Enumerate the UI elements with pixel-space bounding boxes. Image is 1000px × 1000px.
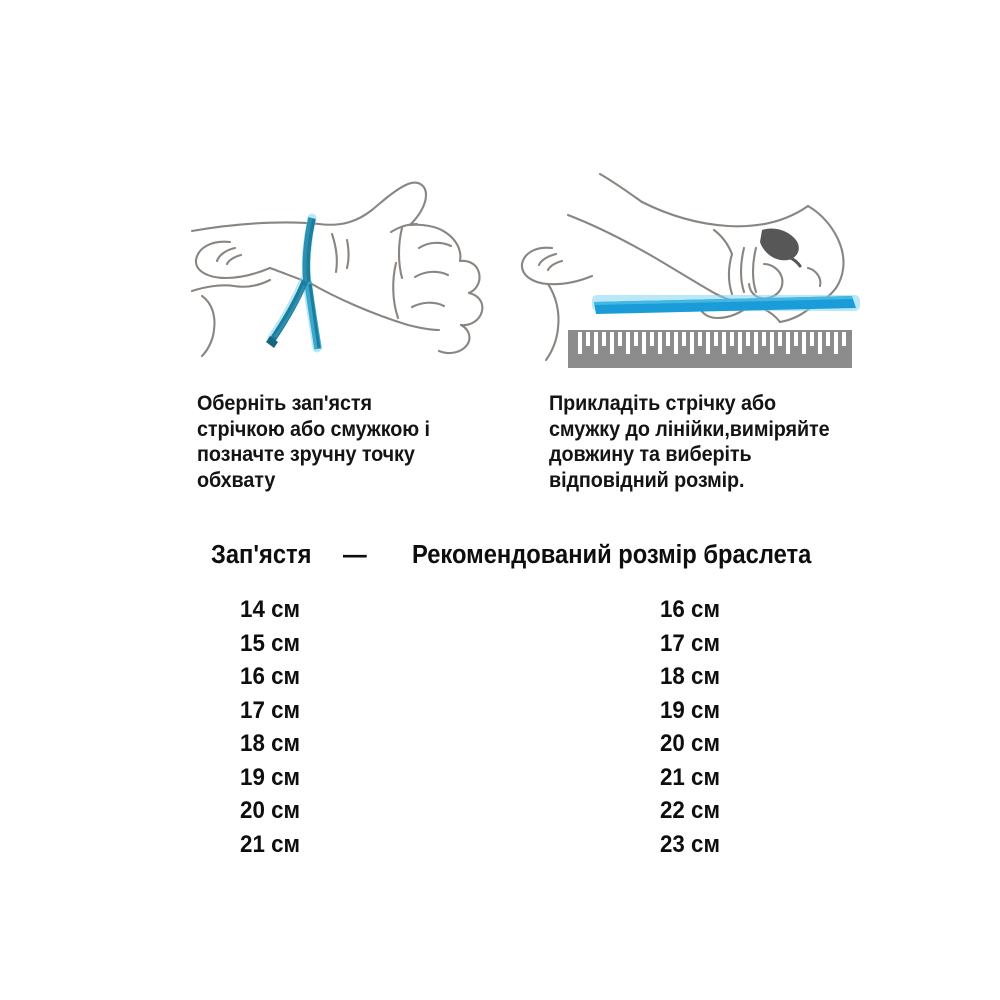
cell-wrist-size: 20 см — [240, 797, 300, 824]
cell-bracelet-size: 22 см — [660, 797, 720, 824]
cell-bracelet-size: 17 см — [660, 629, 720, 657]
illustration-row — [0, 168, 1000, 388]
cell-wrist-size: 15 см — [240, 629, 300, 657]
size-table-header: Зап'ястя — Рекомендований розмір браслет… — [0, 539, 1000, 573]
cell-bracelet-size: 19 см — [660, 696, 720, 724]
table-row: 14 см 16 см — [0, 594, 1000, 628]
cell-wrist-size: 21 см — [240, 830, 300, 858]
ribbon-tip — [266, 336, 278, 348]
cell-wrist-size: 14 см — [240, 596, 300, 623]
cell-wrist-size: 16 см — [240, 663, 300, 690]
cell-bracelet-size: 21 см — [660, 763, 720, 791]
cell-wrist-size: 17 см — [240, 696, 300, 724]
table-header-wrist: Зап'ястя — [211, 541, 312, 569]
size-table-body: 14 см 16 см 15 см 17 см 16 см 18 см 17 см 19 см… — [0, 594, 1000, 862]
cell-wrist-size: 18 см — [240, 730, 300, 757]
cell-bracelet-size: 23 см — [660, 830, 720, 858]
illustration-wrap-ribbon-around-wrist — [186, 168, 506, 388]
caption-step-1: Оберніть зап'ястя стрічкою або смужкою і… — [197, 391, 430, 492]
ruler — [568, 330, 852, 368]
table-row: 15 см 17 см — [0, 628, 1000, 662]
table-row: 16 см 18 см — [0, 661, 1000, 695]
cell-wrist-size: 19 см — [240, 763, 300, 791]
cell-bracelet-size: 18 см — [660, 663, 720, 690]
table-header-dash: — — [343, 541, 367, 569]
caption-step-2: Прикладіть стрічку або смужку до лінійки… — [549, 391, 830, 492]
table-header-size: Рекомендований розмір браслета — [412, 541, 812, 569]
table-row: 17 см 19 см — [0, 695, 1000, 729]
table-row: 21 см 23 см — [0, 829, 1000, 863]
cell-bracelet-size: 16 см — [660, 596, 720, 623]
cell-bracelet-size: 20 см — [660, 730, 720, 757]
table-row: 18 см 20 см — [0, 728, 1000, 762]
illustration-measure-ribbon-on-ruler — [516, 168, 866, 388]
thumb-tab-icon — [760, 228, 799, 261]
table-row: 20 см 22 см — [0, 795, 1000, 829]
table-row: 19 см 21 см — [0, 762, 1000, 796]
